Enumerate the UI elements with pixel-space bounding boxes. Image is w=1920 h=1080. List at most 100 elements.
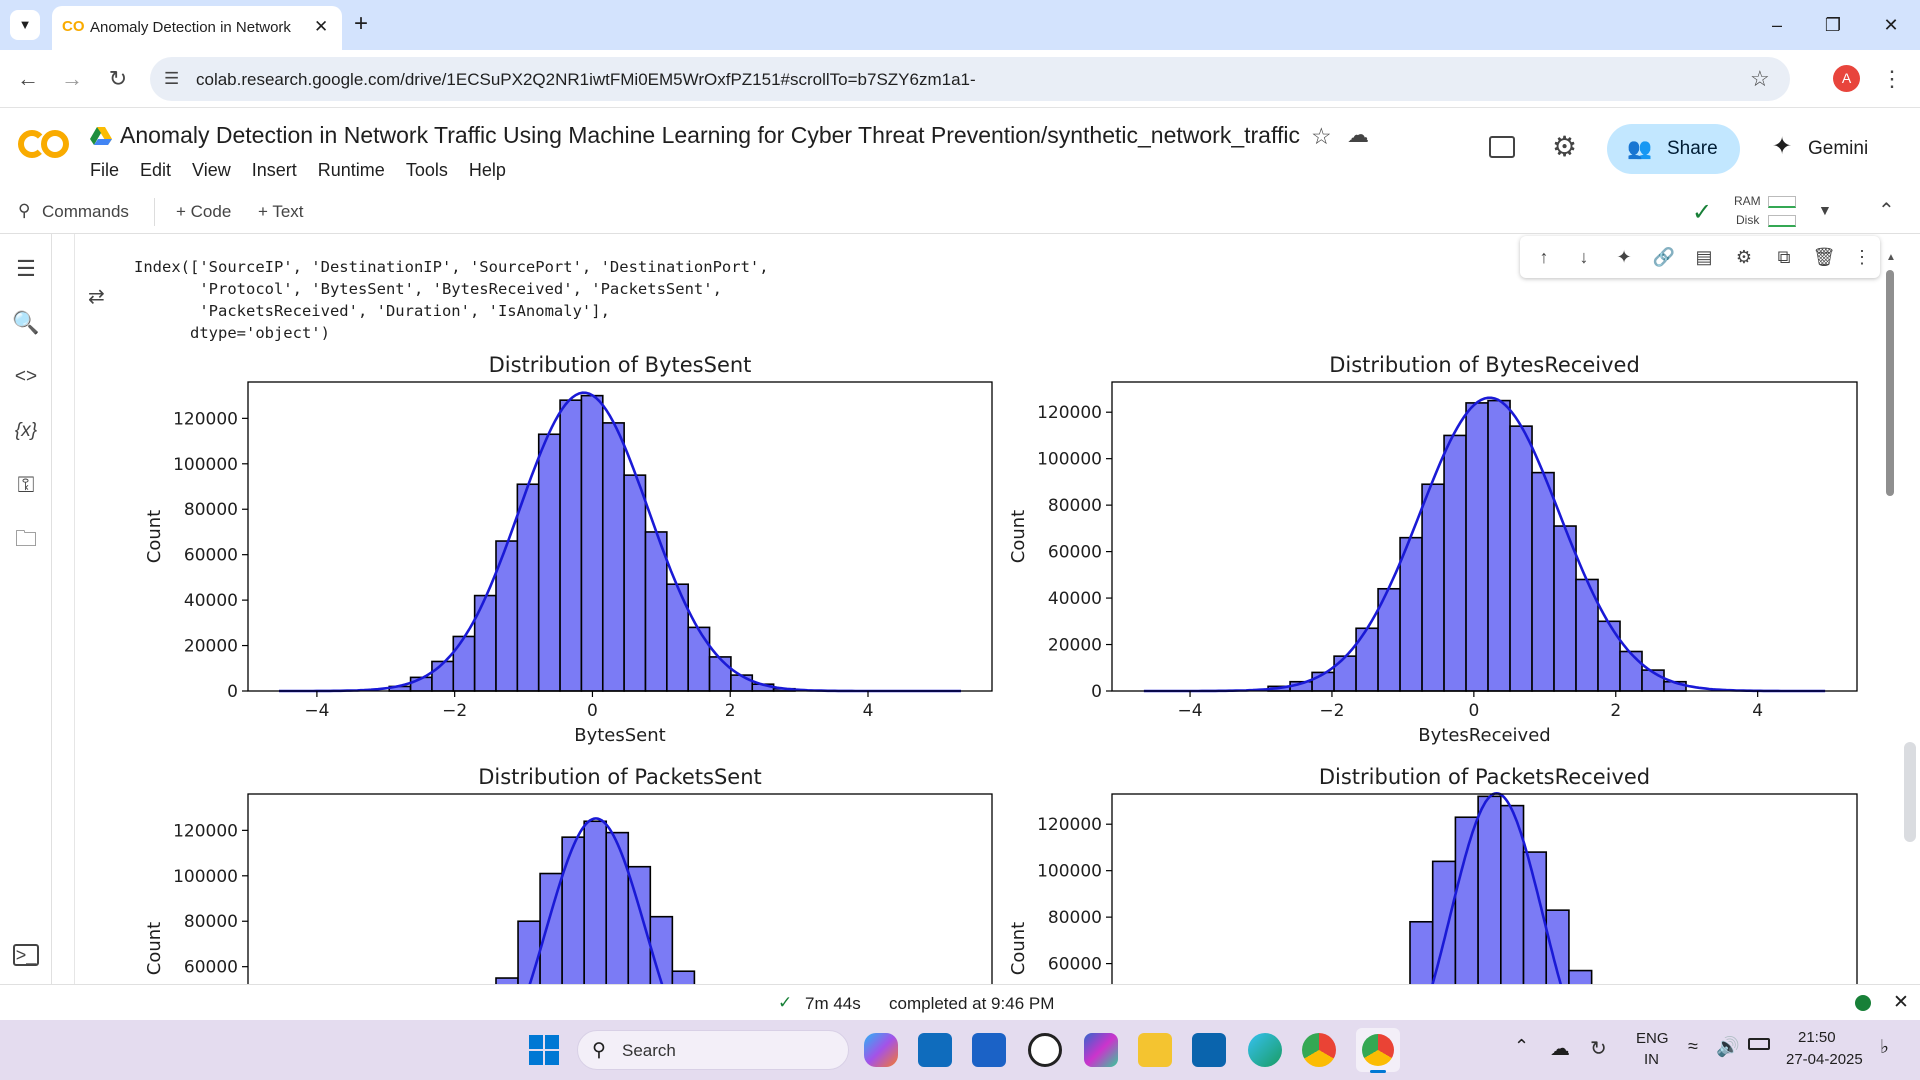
add-text-button[interactable]: + Text	[258, 202, 304, 221]
menu-file[interactable]: File	[90, 160, 120, 180]
move-cell-down-icon[interactable]: ↓	[1579, 247, 1589, 267]
output-collapse-icon[interactable]: ⇄	[88, 286, 105, 308]
dell-app-icon[interactable]	[1028, 1033, 1062, 1067]
site-info-icon[interactable]: ☰	[164, 69, 180, 88]
colab-logo-icon[interactable]	[16, 126, 72, 162]
table-of-contents-icon[interactable]: ☰	[16, 256, 36, 281]
outlook-app-icon[interactable]	[1192, 1033, 1226, 1067]
cloud-saved-icon[interactable]: ☁	[1347, 122, 1369, 147]
back-icon[interactable]: ←	[17, 66, 39, 91]
clock-time[interactable]: 21:50	[1798, 1029, 1836, 1046]
profile-avatar[interactable]: A	[1833, 65, 1860, 92]
onedrive-icon[interactable]: ☁	[1550, 1038, 1570, 1060]
variables-icon[interactable]: {x}	[14, 420, 38, 441]
tab-search-button[interactable]: ▼	[10, 10, 40, 40]
menu-help[interactable]: Help	[468, 160, 506, 180]
clock-date[interactable]: 27-04-2025	[1786, 1051, 1863, 1068]
move-cell-up-icon[interactable]: ↑	[1539, 247, 1549, 267]
disk-meter[interactable]	[1768, 215, 1796, 227]
histogram-bar	[473, 594, 497, 692]
gemini-cell-icon[interactable]: ✦	[1616, 247, 1632, 267]
search-icon[interactable]: ⚲	[18, 201, 31, 220]
gemini-label[interactable]: Gemini	[1808, 138, 1869, 159]
edge-app-icon[interactable]	[1248, 1033, 1282, 1067]
collapse-header-icon[interactable]: ⌃	[1878, 200, 1895, 222]
language-eng[interactable]: ENG	[1636, 1030, 1669, 1047]
copilot-app-icon[interactable]	[864, 1033, 898, 1067]
notification-bell-icon[interactable]: ♭	[1880, 1037, 1889, 1058]
file-explorer-icon[interactable]	[1138, 1033, 1172, 1067]
output-scrollbar-thumb[interactable]	[1886, 270, 1894, 496]
delete-cell-icon[interactable]: 🗑	[1812, 247, 1836, 267]
secrets-key-icon[interactable]: ⚿	[17, 472, 35, 497]
x-tick-label: −2	[442, 701, 467, 721]
address-bar[interactable]: ☰ colab.research.google.com/drive/1ECSuP…	[150, 57, 1790, 101]
comment-cell-icon[interactable]: ▤	[1695, 247, 1713, 267]
start-button-icon[interactable]	[529, 1035, 559, 1065]
volume-icon[interactable]: 🔊	[1716, 1037, 1740, 1058]
store-app-icon[interactable]	[972, 1033, 1006, 1067]
x-tick-label: 4	[1752, 701, 1763, 721]
y-tick-label: 40000	[1048, 589, 1102, 609]
find-replace-icon[interactable]: 🔍	[12, 310, 40, 335]
wifi-icon[interactable]: ≈	[1688, 1036, 1698, 1056]
x-tick-label: −4	[304, 701, 329, 721]
chrome-profile-app-icon[interactable]	[1356, 1028, 1400, 1073]
battery-icon[interactable]	[1748, 1038, 1770, 1050]
gemini-icon[interactable]: ✦	[1772, 133, 1793, 160]
close-window-icon[interactable]: ✕	[1883, 15, 1899, 35]
m365-app-icon[interactable]	[1084, 1033, 1118, 1067]
add-code-button[interactable]: + Code	[176, 202, 232, 221]
terminal-icon[interactable]: >_	[13, 944, 39, 966]
restore-icon[interactable]: ❐	[1824, 15, 1842, 35]
show-hidden-icons-icon[interactable]: ⌃	[1514, 1036, 1530, 1056]
chrome-app-icon[interactable]	[1302, 1033, 1336, 1067]
code-snippets-icon[interactable]: <>	[14, 366, 38, 387]
comments-icon[interactable]	[1489, 136, 1515, 158]
histogram-bar	[1454, 816, 1479, 984]
menu-view[interactable]: View	[192, 160, 231, 180]
settings-gear-icon[interactable]: ⚙	[1552, 131, 1578, 162]
menu-runtime[interactable]: Runtime	[317, 160, 385, 180]
y-tick-label: 80000	[1048, 908, 1102, 928]
language-in[interactable]: IN	[1644, 1051, 1659, 1068]
x-tick-label: 0	[1468, 701, 1479, 721]
star-notebook-icon[interactable]: ☆	[1311, 123, 1332, 149]
runtime-dropdown-icon[interactable]: ▼	[1818, 202, 1832, 218]
notebook-area[interactable]: ⇄ Index(['SourceIP', 'DestinationIP', 'S…	[52, 234, 1902, 984]
files-folder-icon[interactable]: 🗀	[14, 526, 37, 551]
histogram-bar	[1487, 399, 1511, 692]
sync-icon[interactable]: ↻	[1590, 1038, 1607, 1060]
bookmark-star-icon[interactable]: ☆	[1750, 66, 1770, 91]
menu-edit[interactable]: Edit	[140, 160, 172, 180]
notebook-title[interactable]: Anomaly Detection in Network Traffic Usi…	[120, 122, 1300, 148]
menu-tools[interactable]: Tools	[405, 160, 448, 180]
mirror-cell-icon[interactable]: ⧉	[1777, 247, 1791, 267]
forward-icon[interactable]: →	[61, 66, 83, 91]
ram-meter[interactable]	[1768, 196, 1796, 208]
minimize-icon[interactable]: –	[1771, 15, 1782, 35]
more-cell-actions-icon[interactable]: ⋮	[1853, 247, 1871, 267]
chrome-active-icon	[1362, 1034, 1394, 1066]
close-status-icon[interactable]: ✕	[1893, 992, 1909, 1013]
menu-insert[interactable]: Insert	[251, 160, 297, 180]
histogram-bar	[561, 836, 585, 984]
y-tick-label: 80000	[1048, 496, 1102, 516]
link-cell-icon[interactable]: 🔗	[1652, 247, 1676, 267]
cell-settings-icon[interactable]: ⚙	[1735, 247, 1753, 267]
close-tab-icon[interactable]: ✕	[314, 17, 329, 36]
histogram-bar	[627, 865, 652, 984]
histogram-bar	[1509, 425, 1533, 692]
y-tick-label: 60000	[1048, 543, 1102, 563]
reload-icon[interactable]: ↻	[108, 66, 128, 91]
page-scrollbar-thumb[interactable]	[1904, 742, 1916, 842]
commands-button[interactable]: Commands	[42, 202, 129, 221]
share-button[interactable]: 👥 Share	[1607, 124, 1740, 174]
new-tab-icon[interactable]: +	[354, 10, 369, 37]
scroll-up-arrow-icon[interactable]: ▲	[1886, 252, 1896, 263]
browser-menu-icon[interactable]: ⋮	[1881, 66, 1903, 91]
outlook-new-app-icon[interactable]	[918, 1033, 952, 1067]
active-tab[interactable]: CO Anomaly Detection in Network ✕	[52, 6, 342, 50]
chart-title-3: Distribution of PacketsSent	[478, 765, 762, 789]
taskbar-search[interactable]: ⚲ Search	[577, 1030, 849, 1070]
